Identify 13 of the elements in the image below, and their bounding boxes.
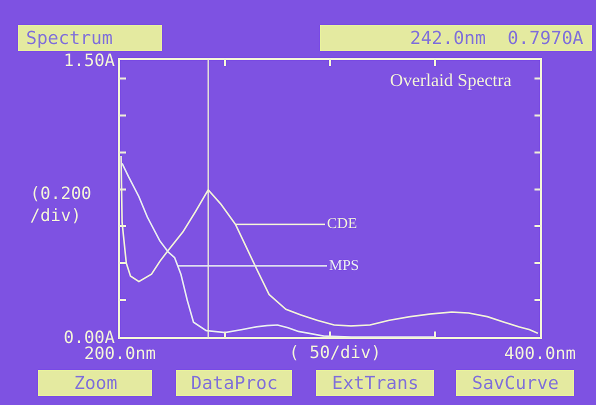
- y-tick-label: 1.50A: [64, 50, 115, 71]
- text: CDE: [327, 216, 357, 232]
- text: Spectrum: [26, 28, 113, 49]
- x-axis-title: ( 50/div): [289, 343, 382, 363]
- text: Zoom: [74, 373, 118, 394]
- text: ExtTrans: [332, 373, 419, 394]
- text: MPS: [329, 258, 360, 274]
- x-tick-label: 400.0nm: [504, 344, 576, 364]
- text: DataProc: [191, 373, 278, 394]
- text: Overlaid Spectra: [390, 70, 512, 90]
- text: 242.0nm 0.7970A: [410, 28, 584, 49]
- y-axis-title: (0.200 /div): [30, 184, 92, 226]
- text: SavCurve: [472, 373, 559, 394]
